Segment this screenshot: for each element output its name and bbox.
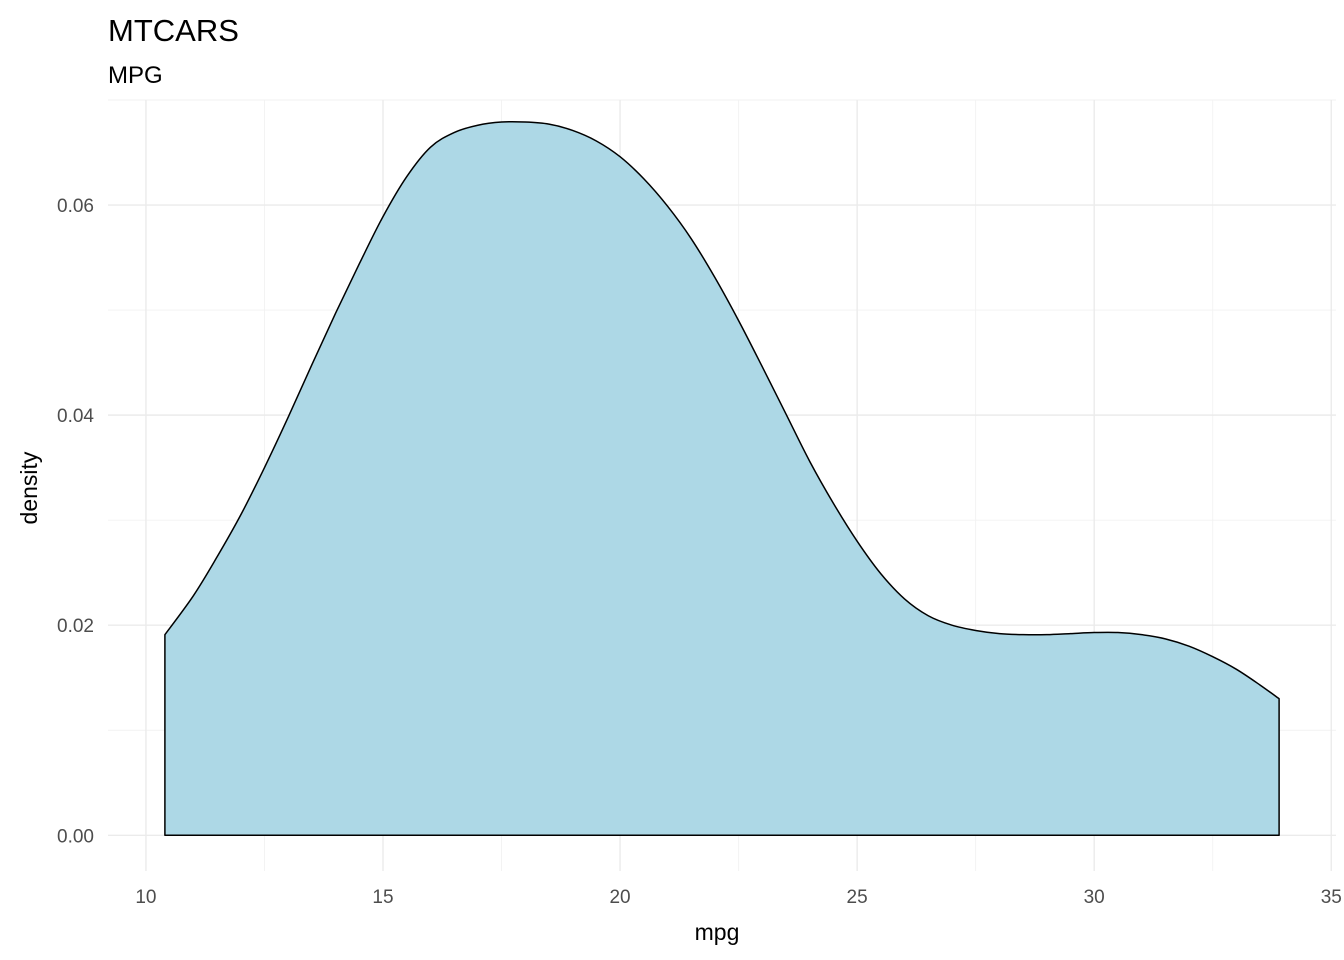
density-area bbox=[164, 120, 1280, 837]
y-tick-label: 0.04 bbox=[57, 406, 94, 427]
y-tick-label: 0.00 bbox=[57, 826, 94, 847]
x-axis-tick-labels: 10 15 20 25 30 35 bbox=[135, 887, 1341, 908]
chart-title: MTCARS bbox=[108, 13, 239, 48]
y-tick-label: 0.02 bbox=[57, 616, 94, 637]
density-curve bbox=[164, 120, 1280, 837]
x-axis-title: mpg bbox=[695, 919, 740, 945]
y-axis-tick-labels: 0.00 0.02 0.04 0.06 bbox=[57, 196, 94, 847]
chart-subtitle: MPG bbox=[108, 62, 163, 89]
y-tick-label: 0.06 bbox=[57, 196, 94, 217]
y-axis-title: density bbox=[16, 451, 42, 524]
x-tick-label: 30 bbox=[1084, 887, 1105, 908]
x-tick-label: 25 bbox=[847, 887, 868, 908]
x-tick-label: 15 bbox=[372, 887, 393, 908]
x-tick-label: 20 bbox=[609, 887, 630, 908]
x-tick-label: 35 bbox=[1321, 887, 1342, 908]
x-tick-label: 10 bbox=[135, 887, 156, 908]
